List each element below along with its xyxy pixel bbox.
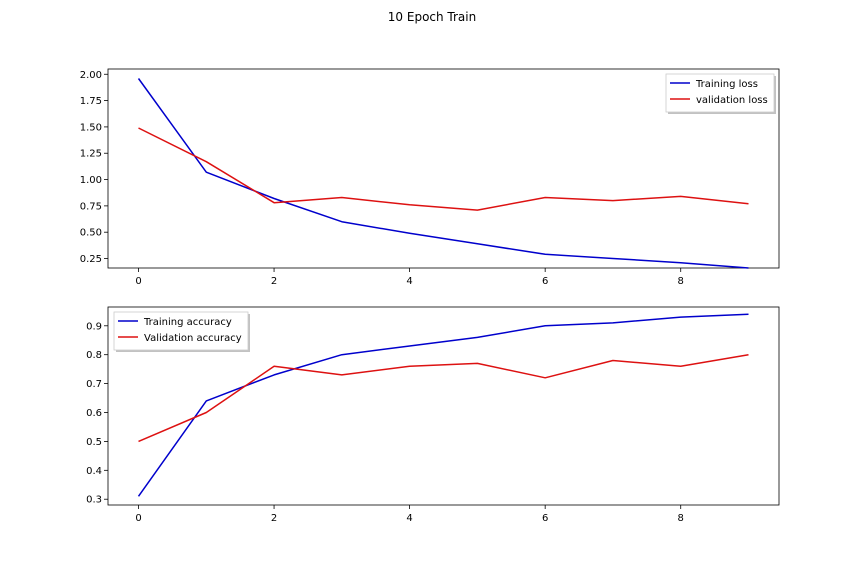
y-tick-label: 0.50	[80, 228, 102, 239]
y-tick-label: 0.75	[80, 201, 102, 212]
figure-title: 10 Epoch Train	[387, 10, 477, 24]
x-tick-label: 0	[135, 513, 141, 524]
series-line-validation-loss	[138, 127, 749, 211]
legend-label: Training loss	[695, 79, 758, 90]
axes-frame	[107, 306, 780, 506]
y-tick-label: 1.25	[80, 149, 102, 160]
y-tick-label: 0.3	[86, 495, 102, 506]
y-tick-label: 0.4	[86, 466, 102, 477]
y-tick-label: 0.5	[86, 437, 102, 448]
y-tick-label: 1.00	[80, 175, 102, 186]
x-tick-label: 4	[406, 513, 412, 524]
series-line-training-accuracy	[137, 313, 749, 497]
y-tick-label: 1.75	[80, 96, 102, 107]
y-tick-label: 0.7	[86, 379, 102, 390]
x-tick-label: 2	[271, 276, 277, 287]
legend-label: Training accuracy	[143, 317, 232, 328]
legend-label: validation loss	[696, 95, 768, 106]
y-tick-label: 0.25	[80, 254, 102, 265]
x-tick-label: 6	[542, 276, 548, 287]
x-tick-label: 0	[135, 276, 141, 287]
y-tick-label: 1.50	[80, 122, 102, 133]
x-tick-label: 2	[271, 513, 277, 524]
series-line-training-loss	[137, 78, 749, 269]
x-tick-label: 6	[542, 513, 548, 524]
subplot-accuracy: 0 2 4 6 8 0.3 0.4 0.5 0.6 0.7 0.8 0.9 Training accur…	[86, 306, 780, 524]
axes-frame	[107, 68, 780, 269]
x-tick-label: 8	[678, 513, 684, 524]
legend-box	[665, 73, 775, 113]
y-tick-label: 0.9	[86, 321, 102, 332]
legend: Training loss validation loss	[665, 73, 776, 114]
legend-box	[113, 311, 249, 351]
y-tick-label: 0.8	[86, 350, 102, 361]
legend: Training accuracy Validation accuracy	[113, 311, 250, 352]
y-tick-label: 2.00	[80, 70, 102, 81]
x-tick-label: 4	[406, 276, 412, 287]
series-line-validation-accuracy	[138, 353, 749, 443]
y-tick-label: 0.6	[86, 408, 102, 419]
subplot-loss: 0 2 4 6 8 0.25 0.50 0.75 1.00 1.25 1.50 1.75 2.00 Tra…	[80, 68, 780, 287]
legend-label: Validation accuracy	[144, 333, 242, 344]
x-tick-label: 8	[678, 276, 684, 287]
